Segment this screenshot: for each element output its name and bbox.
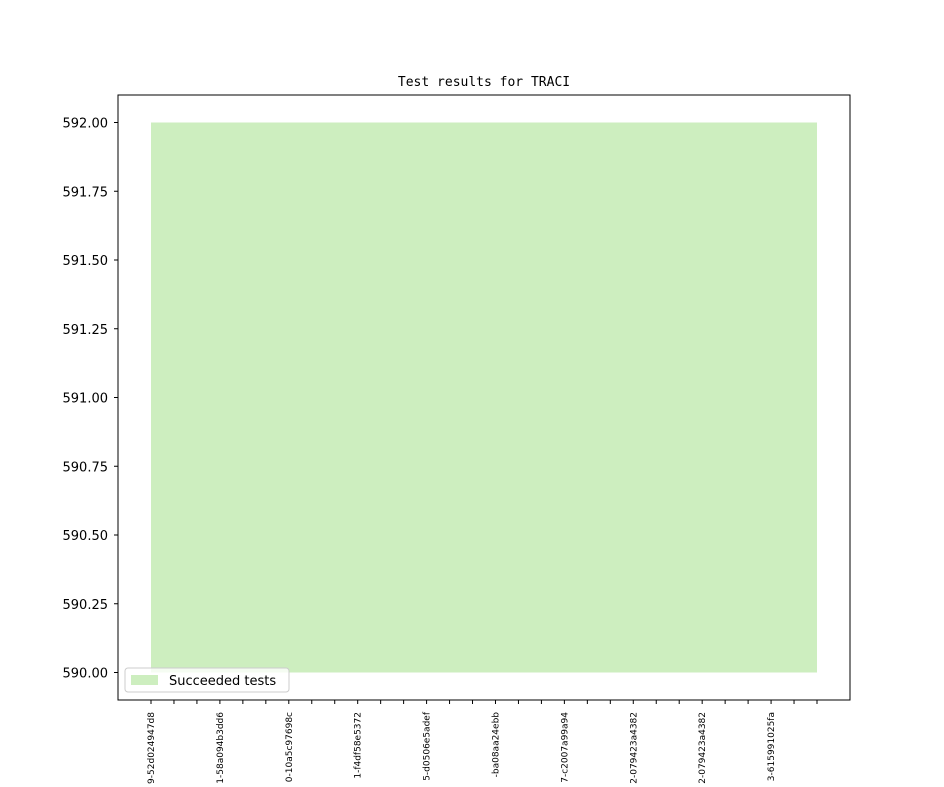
legend: Succeeded tests [124,667,290,693]
x-tick-label: -ba08aa24ebb [491,712,501,778]
y-tick-label: 591.25 [63,323,109,338]
y-tick-label: 591.75 [63,185,109,200]
x-tick-label: 2-079423a4382 [629,712,639,784]
x-tick-label: 5-d0506e5adef [423,711,433,781]
x-tick-label: 7-c2007a99a94 [560,712,570,783]
y-tick-label: 592.00 [63,117,109,132]
y-tick-label: 591.00 [63,392,109,407]
x-tick-label: 2-079423a4382 [698,712,708,784]
y-tick-label: 590.75 [63,460,109,475]
x-tick-label: 0-10a5c97698c [285,712,295,782]
y-tick-label: 590.25 [63,598,109,613]
y-tick-label: 590.00 [63,667,109,682]
x-tick-label: 1-f4df58e5372 [354,712,364,779]
x-tick-label: 3-615991025fa [767,712,777,781]
y-tick-label: 591.50 [63,254,109,269]
chart-title: Test results for TRACI [398,75,570,90]
x-tick-label: 9-52d024947d8 [147,712,157,784]
y-tick-label: 590.50 [63,529,109,544]
area [151,122,817,673]
x-tick-label: 1-58a094b3dd6 [216,712,226,784]
legend-swatch [131,675,158,685]
legend-frame [124,667,290,693]
legend-label: Succeeded tests [169,674,276,689]
